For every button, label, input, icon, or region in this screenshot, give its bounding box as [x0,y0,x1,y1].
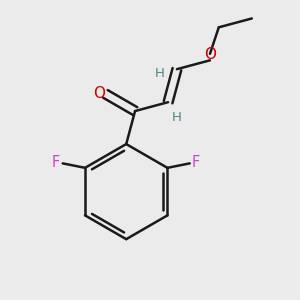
Text: F: F [192,155,200,170]
Text: O: O [93,86,105,101]
Text: H: H [155,67,165,80]
Text: F: F [52,155,60,170]
Text: O: O [204,47,216,62]
Text: H: H [172,111,182,124]
